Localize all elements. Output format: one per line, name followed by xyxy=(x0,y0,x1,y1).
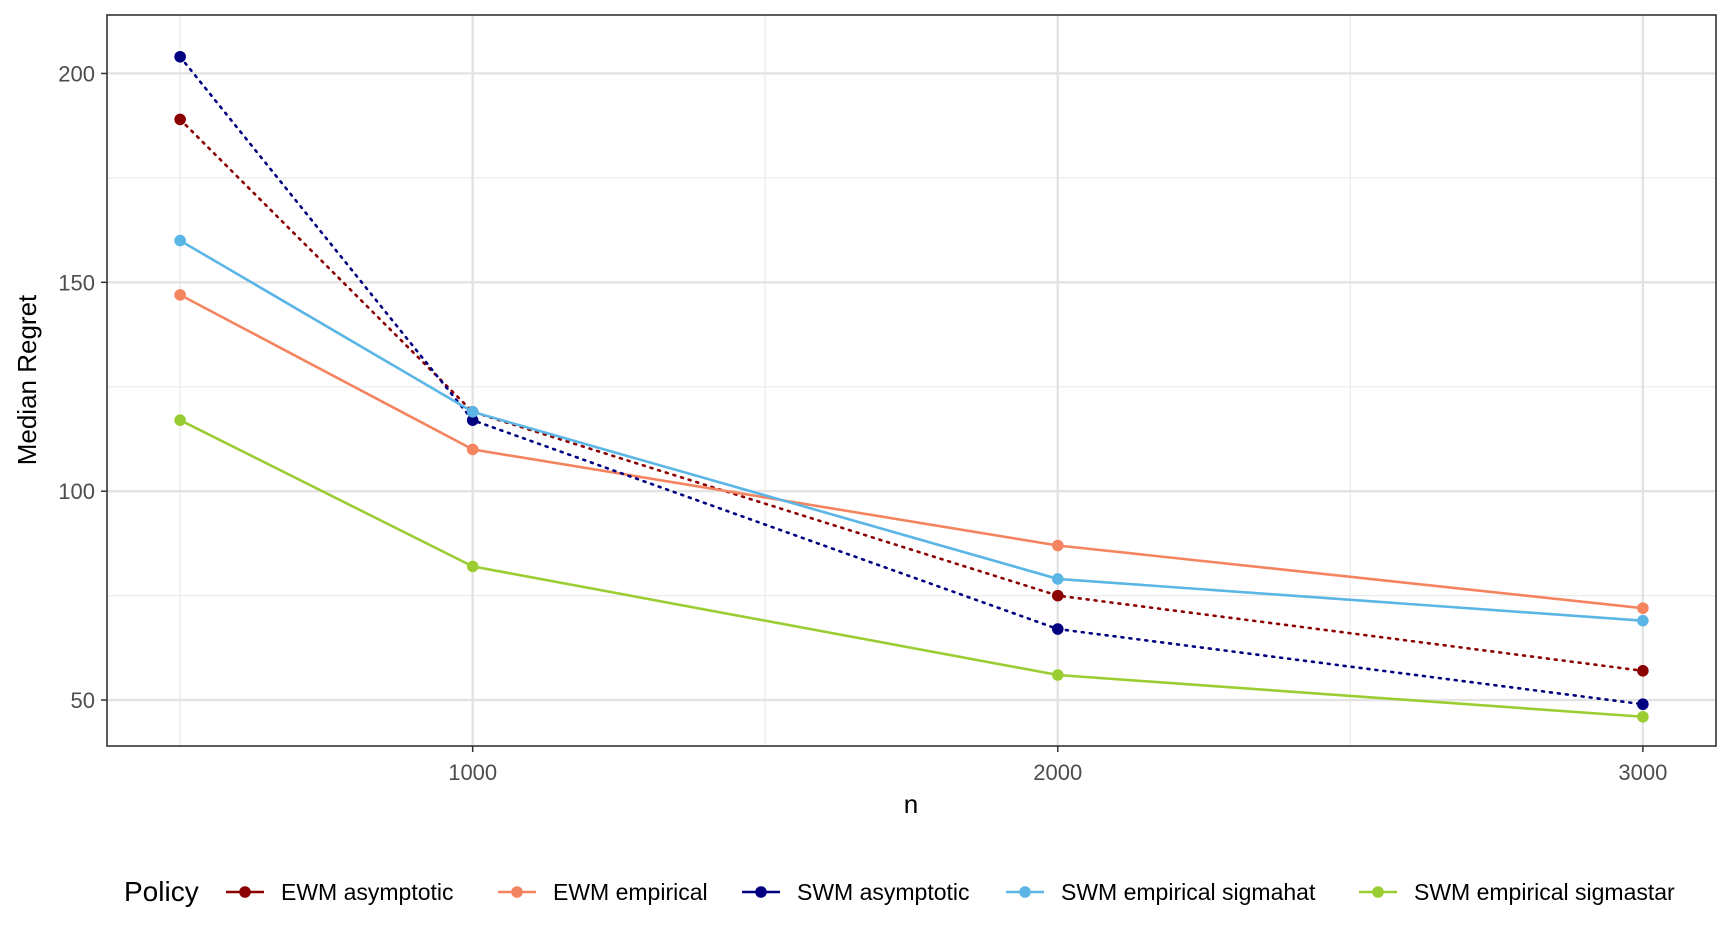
legend-key-point xyxy=(1372,886,1384,898)
data-point-ewm-asymptotic xyxy=(1637,665,1649,677)
legend-label: SWM empirical sigmahat xyxy=(1061,879,1316,905)
series-line-ewm-asymptotic xyxy=(178,118,1645,673)
series-line-swm-empirical-sigmastar xyxy=(179,419,1643,719)
y-tick-label: 200 xyxy=(58,61,95,86)
legend-label: SWM empirical sigmastar xyxy=(1414,879,1675,905)
legend-label: EWM empirical xyxy=(553,879,708,905)
y-tick-label: 150 xyxy=(58,270,95,295)
data-point-swm-asymptotic xyxy=(174,50,186,63)
data-point-swm-empirical-sigmastar xyxy=(1051,669,1064,681)
x-tick-label: 1000 xyxy=(448,760,497,785)
legend-key-point xyxy=(511,886,523,898)
legend-label: EWM asymptotic xyxy=(281,879,454,905)
series-line-swm-asymptotic xyxy=(178,55,1645,706)
data-point-ewm-empirical xyxy=(466,443,479,456)
legend-label: SWM asymptotic xyxy=(797,879,970,905)
legend-key-point xyxy=(1019,886,1031,898)
data-point-swm-empirical-sigmastar xyxy=(466,560,479,573)
data-point-ewm-empirical xyxy=(174,289,186,301)
x-axis: 1000 2000 3000 xyxy=(448,746,1667,785)
legend-key-point xyxy=(755,886,767,898)
legend-item-swm-asymptotic: SWM asymptotic xyxy=(742,879,970,905)
plot-panel-background xyxy=(107,15,1716,746)
data-point-ewm-asymptotic xyxy=(174,113,186,126)
series-lines xyxy=(178,55,1645,719)
series-line-swm-empirical-sigmahat xyxy=(179,239,1643,622)
data-point-swm-asymptotic xyxy=(466,414,479,426)
y-tick-label: 100 xyxy=(58,479,95,504)
legend-title: Policy xyxy=(124,876,199,907)
data-point-ewm-asymptotic xyxy=(1051,589,1064,602)
data-point-swm-asymptotic xyxy=(1051,623,1064,635)
minor-gridlines xyxy=(107,15,1716,746)
legend-item-ewm-empirical: EWM empirical xyxy=(498,879,708,905)
x-tick-label: 3000 xyxy=(1618,760,1667,785)
x-axis-title: n xyxy=(904,789,918,819)
legend-key-point xyxy=(239,886,251,898)
data-point-swm-empirical-sigmahat xyxy=(466,406,479,418)
major-gridlines xyxy=(107,15,1716,746)
x-tick-label: 2000 xyxy=(1033,760,1082,785)
data-point-swm-empirical-sigmahat xyxy=(174,234,186,247)
data-point-swm-empirical-sigmastar xyxy=(174,414,186,426)
data-point-swm-empirical-sigmahat xyxy=(1051,573,1064,585)
series-line-ewm-empirical xyxy=(179,293,1644,610)
y-axis-title: Median Regret xyxy=(12,294,42,465)
y-axis: 50 100 150 200 xyxy=(58,61,107,713)
data-point-swm-empirical-sigmahat xyxy=(1637,614,1649,627)
legend-item-swm-empirical-sigmastar: SWM empirical sigmastar xyxy=(1359,879,1675,905)
data-point-ewm-empirical xyxy=(1637,602,1649,614)
plot-panel-border xyxy=(106,14,1717,747)
series-points xyxy=(174,50,1649,723)
data-point-ewm-empirical xyxy=(1051,539,1064,552)
data-point-swm-empirical-sigmastar xyxy=(1637,710,1649,723)
legend-item-ewm-asymptotic: EWM asymptotic xyxy=(226,879,454,905)
data-point-swm-asymptotic xyxy=(1637,698,1649,711)
y-tick-label: 50 xyxy=(71,688,95,713)
legend: Policy EWM asymptotic EWM empirical SWM as… xyxy=(124,876,1675,907)
legend-item-swm-empirical-sigmahat: SWM empirical sigmahat xyxy=(1006,879,1316,905)
